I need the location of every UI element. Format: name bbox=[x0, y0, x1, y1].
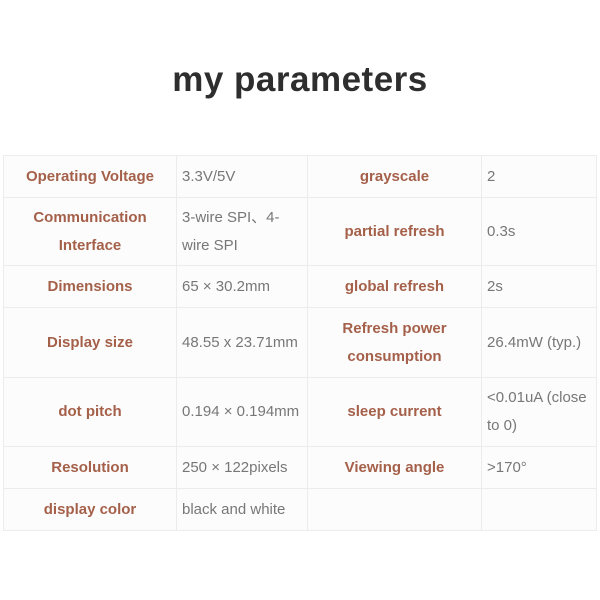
param-value: >170° bbox=[481, 446, 597, 489]
param-value: black and white bbox=[176, 488, 308, 531]
table-row: display color black and white bbox=[3, 488, 597, 531]
param-value: 2s bbox=[481, 265, 597, 308]
param-value bbox=[481, 488, 597, 531]
param-label bbox=[307, 488, 482, 531]
param-value: 0.194 × 0.194mm bbox=[176, 377, 308, 447]
param-label: dot pitch bbox=[3, 377, 177, 447]
param-value: <0.01uA (close to 0) bbox=[481, 377, 597, 447]
param-label: sleep current bbox=[307, 377, 482, 447]
table-row: Dimensions 65 × 30.2mm global refresh 2s bbox=[3, 265, 597, 308]
param-label: Communication Interface bbox=[3, 197, 177, 266]
param-label: global refresh bbox=[307, 265, 482, 308]
param-label: Refresh power consumption bbox=[307, 307, 482, 378]
table-row: Resolution 250 × 122pixels Viewing angle >1… bbox=[3, 446, 597, 489]
table-row: dot pitch 0.194 × 0.194mm sleep current <0.… bbox=[3, 377, 597, 447]
param-label: Display size bbox=[3, 307, 177, 378]
param-value: 65 × 30.2mm bbox=[176, 265, 308, 308]
param-label: display color bbox=[3, 488, 177, 531]
param-label: Operating Voltage bbox=[3, 155, 177, 198]
table-row: Operating Voltage 3.3V/5V grayscale 2 bbox=[3, 155, 597, 198]
table-row: Display size 48.55 x 23.71mm Refresh power… bbox=[3, 307, 597, 378]
param-value: 2 bbox=[481, 155, 597, 198]
param-label: partial refresh bbox=[307, 197, 482, 266]
param-label: Dimensions bbox=[3, 265, 177, 308]
param-value: 48.55 x 23.71mm bbox=[176, 307, 308, 378]
param-label: Resolution bbox=[3, 446, 177, 489]
table-row: Communication Interface 3-wire SPI、4-wire… bbox=[3, 197, 597, 266]
page-title: my parameters bbox=[172, 60, 428, 99]
param-value: 3-wire SPI、4-wire SPI bbox=[176, 197, 308, 266]
parameters-table: Operating Voltage 3.3V/5V grayscale 2 Commun… bbox=[3, 155, 597, 531]
param-value: 250 × 122pixels bbox=[176, 446, 308, 489]
param-value: 3.3V/5V bbox=[176, 155, 308, 198]
param-label: Viewing angle bbox=[307, 446, 482, 489]
param-label: grayscale bbox=[307, 155, 482, 198]
param-value: 26.4mW (typ.) bbox=[481, 307, 597, 378]
param-value: 0.3s bbox=[481, 197, 597, 266]
